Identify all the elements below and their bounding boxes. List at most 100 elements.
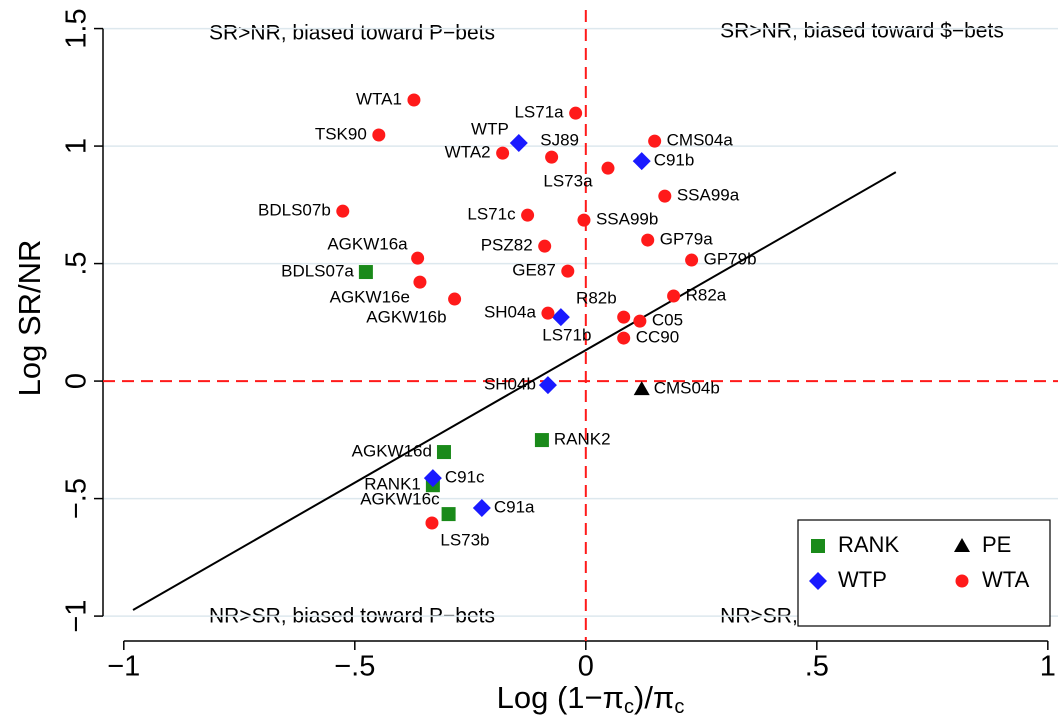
marker-circle xyxy=(407,93,421,107)
point-label: SSA99a xyxy=(677,186,740,205)
marker-circle xyxy=(685,253,699,267)
legend-box xyxy=(797,519,1051,627)
legend-label: RANK xyxy=(838,532,899,557)
marker-square xyxy=(534,433,549,448)
marker-circle xyxy=(648,134,662,148)
marker-circle xyxy=(541,306,555,320)
point-label: C91b xyxy=(654,151,695,170)
marker-square xyxy=(436,445,451,460)
marker-diamond xyxy=(472,498,491,517)
annotation: SR>NR, biased toward P−bets xyxy=(209,22,495,45)
point-label: RANK1 xyxy=(364,475,421,494)
marker-circle xyxy=(641,233,655,247)
marker-square xyxy=(441,507,456,522)
legend: RANK PE WTP WTA xyxy=(797,519,1051,627)
marker-circle xyxy=(413,275,427,289)
marker-square xyxy=(811,539,825,553)
marker-circle xyxy=(955,574,969,588)
point-label: WTA2 xyxy=(445,143,491,162)
marker-diamond xyxy=(538,376,557,395)
point-label: C05 xyxy=(652,311,683,330)
marker-diamond xyxy=(632,152,651,171)
point-label: LS71b xyxy=(542,326,591,345)
point-label: BDLS07b xyxy=(258,201,331,220)
fit-line xyxy=(132,171,897,611)
point-label: LS71c xyxy=(467,205,516,224)
point-label: LS73a xyxy=(543,172,593,191)
legend-label: WTP xyxy=(838,567,887,592)
x-axis-title: Log (1−πc)/πc xyxy=(497,680,685,718)
marker-diamond xyxy=(551,308,570,327)
point-label: C91a xyxy=(494,497,535,516)
point-label: SJ89 xyxy=(540,131,579,150)
point-label: SSA99b xyxy=(596,210,658,229)
annotation: SR>NR, biased toward $−bets xyxy=(720,20,1004,43)
marker-diamond xyxy=(423,469,442,488)
point-label: AGKW16c xyxy=(360,490,440,509)
marker-circle xyxy=(617,310,631,324)
marker-circle xyxy=(667,289,681,303)
point-label: GP79b xyxy=(704,250,757,269)
point-label: WTA1 xyxy=(356,89,402,108)
marker-triangle xyxy=(633,381,650,396)
y-tick-label: 1 xyxy=(61,138,93,154)
point-label: R82b xyxy=(576,289,617,308)
legend-label: WTA xyxy=(982,567,1030,592)
point-label: PSZ82 xyxy=(481,236,533,255)
marker-diamond xyxy=(809,572,827,590)
y-tick-label: .5 xyxy=(61,251,93,275)
point-label: RANK2 xyxy=(554,430,611,449)
marker-circle xyxy=(617,331,631,345)
point-label: AGKW16b xyxy=(366,308,446,327)
x-tick-label: 0 xyxy=(578,651,594,683)
point-label: GE87 xyxy=(512,261,555,280)
y-tick-label: 0 xyxy=(61,373,93,389)
x-axis-title-part: c xyxy=(674,696,684,718)
point-label: CMS04b xyxy=(654,379,720,398)
point-label: SH04a xyxy=(484,303,537,322)
x-tick-label: 1 xyxy=(1040,651,1056,683)
point-label: AGKW16d xyxy=(352,442,432,461)
point-label: CMS04a xyxy=(667,131,734,150)
x-axis-title-part: c xyxy=(624,696,634,718)
point-label: AGKW16e xyxy=(330,288,410,307)
marker-diamond xyxy=(509,134,528,153)
x-tick-label: −1 xyxy=(107,651,140,683)
x-axis-title-part: Log (1−π xyxy=(497,680,624,715)
y-tick-label: −1 xyxy=(61,600,93,633)
legend-label: PE xyxy=(982,532,1011,557)
point-label: TSK90 xyxy=(315,125,367,144)
marker-circle xyxy=(601,161,615,175)
marker-circle xyxy=(372,128,386,142)
marker-circle xyxy=(521,208,535,222)
marker-circle xyxy=(658,189,672,203)
y-tick-label: −.5 xyxy=(61,478,93,519)
point-label: SH04b xyxy=(484,375,536,394)
marker-circle xyxy=(496,146,510,160)
marker-circle xyxy=(448,292,462,306)
point-label: BDLS07a xyxy=(281,262,354,281)
marker-circle xyxy=(577,213,591,227)
point-label: WTP xyxy=(471,119,509,138)
marker-circle xyxy=(411,251,425,265)
x-axis-title-part: )/π xyxy=(634,680,674,715)
marker-circle xyxy=(633,314,647,328)
marker-triangle xyxy=(954,538,970,552)
point-label: LS73b xyxy=(440,531,489,550)
marker-circle xyxy=(569,106,583,120)
marker-square xyxy=(358,265,373,280)
marker-circle xyxy=(545,150,559,164)
point-label: GP79a xyxy=(660,230,713,249)
point-label: CC90 xyxy=(636,328,679,347)
y-tick-label: 1.5 xyxy=(61,8,93,48)
marker-circle xyxy=(538,239,552,253)
marker-circle xyxy=(336,204,350,218)
marker-circle xyxy=(561,264,575,278)
point-label: C91c xyxy=(445,468,485,487)
marker-circle xyxy=(425,516,439,530)
point-label: LS71a xyxy=(514,103,564,122)
x-tick-label: −.5 xyxy=(334,651,375,683)
point-label: AGKW16a xyxy=(327,235,408,254)
x-tick-label: .5 xyxy=(805,651,829,683)
